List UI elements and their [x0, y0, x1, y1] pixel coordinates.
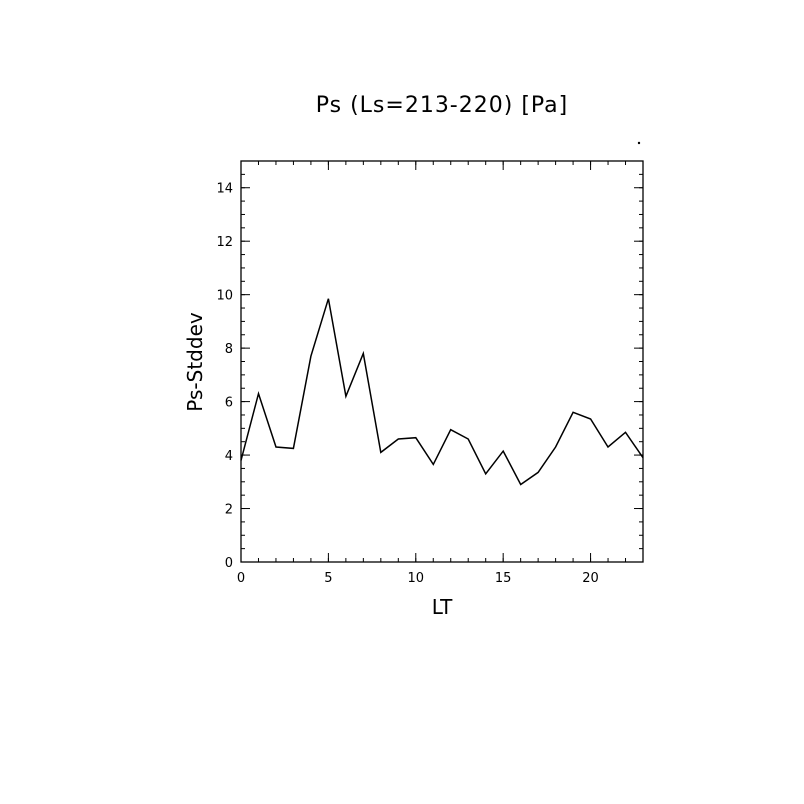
plot-frame: [240, 160, 644, 563]
series-group: [240, 298, 644, 486]
y-tick-label: 0: [225, 556, 233, 571]
y-tick-label: 14: [216, 182, 233, 197]
x-tick-label: 5: [324, 571, 332, 586]
y-axis-label: Ps-Stddev: [183, 312, 207, 412]
y-tick-label: 12: [216, 235, 233, 250]
corner-dot-mark: [637, 141, 641, 145]
y-tick-label: 6: [225, 396, 233, 411]
chart-title: Ps (Ls=213-220) [Pa]: [316, 93, 569, 118]
x-axis-label: LT: [432, 595, 453, 619]
x-tick-label: 20: [582, 571, 599, 586]
y-tick-label: 2: [225, 503, 233, 518]
series-line: [240, 298, 644, 486]
x-tick-label: 10: [408, 571, 425, 586]
axes: 0 5 10 15 20 0 2 4 6 8 10 12 14: [216, 160, 644, 586]
y-tick-label: 8: [225, 342, 233, 357]
y-tick-label: 10: [216, 289, 233, 304]
y-tick-label: 4: [225, 449, 233, 464]
x-tick-label: 15: [495, 571, 512, 586]
x-tick-label: 0: [237, 571, 245, 586]
